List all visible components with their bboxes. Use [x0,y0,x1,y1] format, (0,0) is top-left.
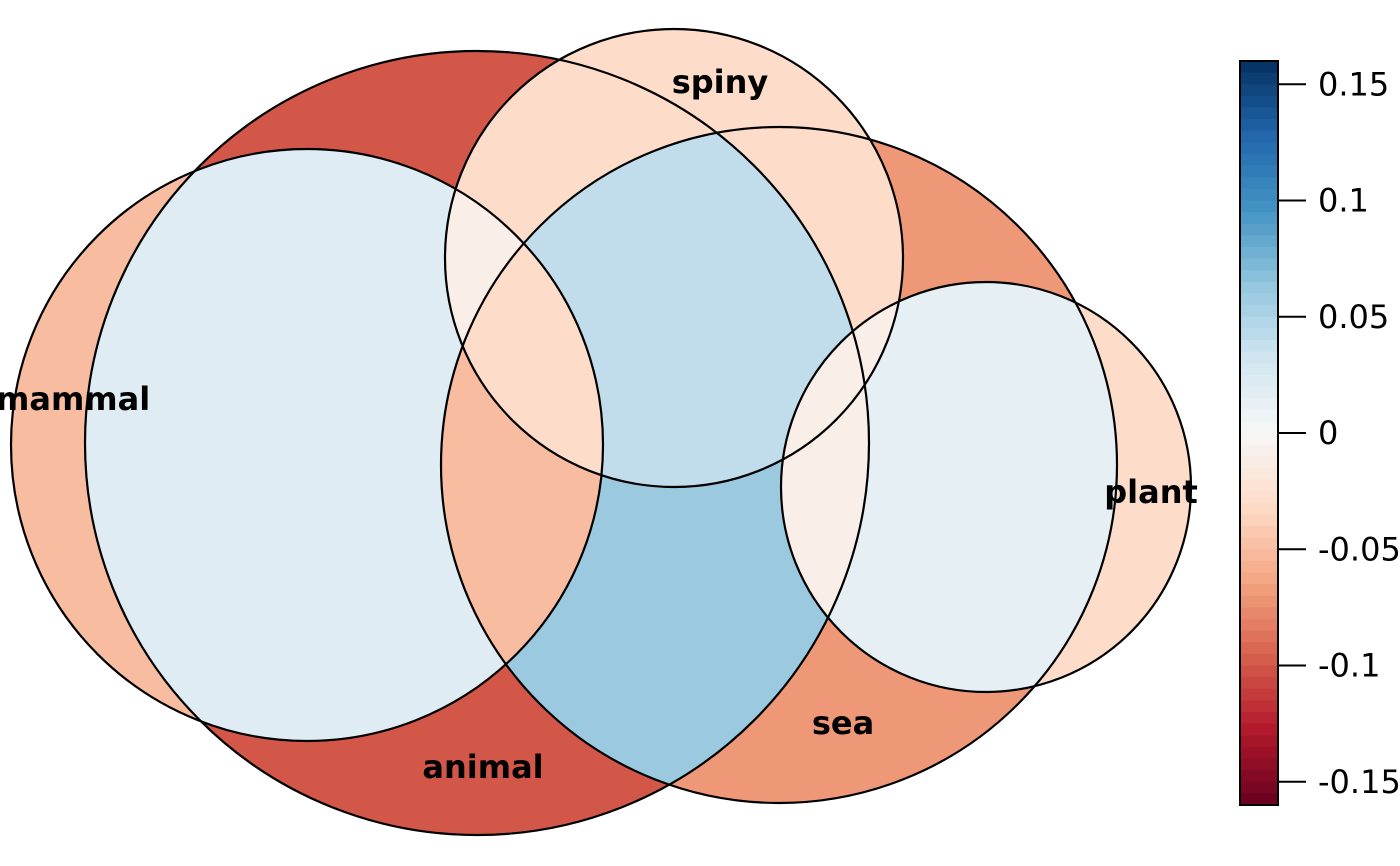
colorbar-bands [1240,61,1278,806]
colorbar-band [1240,735,1278,748]
colorbar-band [1240,688,1278,701]
colorbar-band [1240,363,1278,376]
venn-outlines [9,27,1193,837]
colorbar-band [1240,526,1278,539]
region-animal-spiny-sea-mammal [445,149,603,487]
colorbar-tick-label: -0.05 [1318,530,1400,568]
colorbar-tick-label: 0.15 [1318,65,1389,103]
label-mammal: mammal [0,380,150,418]
outline-animal [83,49,871,837]
colorbar-band [1240,212,1278,225]
colorbar-band [1240,793,1278,806]
colorbar-tick-label: -0.1 [1318,647,1380,685]
colorbar-band [1240,223,1278,236]
colorbar-band [1240,700,1278,713]
colorbar-band [1240,781,1278,794]
label-animal: animal [422,748,543,786]
colorbar-band [1240,293,1278,306]
colorbar-band [1240,258,1278,271]
colorbar-band [1240,328,1278,341]
colorbar-band [1240,235,1278,248]
colorbar-band [1240,142,1278,155]
colorbar-band [1240,154,1278,167]
colorbar-band [1240,409,1278,422]
colorbar-band [1240,305,1278,318]
outline-mammal [9,147,605,743]
colorbar-band [1240,374,1278,388]
colorbar-band [1240,398,1278,411]
colorbar-band [1240,770,1278,783]
colorbar-band [1240,119,1278,132]
colorbar-band [1240,188,1278,202]
colorbar-band [1240,758,1278,771]
colorbar-band [1240,653,1278,667]
colorbar-band [1240,72,1278,85]
colorbar-band [1240,712,1278,725]
colorbar-band [1240,351,1278,364]
colorbar-band [1240,537,1278,550]
colorbar-band [1240,502,1278,515]
colorbar-band [1240,95,1278,109]
colorbar: 0.15 0.1 0.05 0 -0.05 -0.1 -0.15 [1239,60,1400,806]
region-sea-plant [781,282,1117,692]
colorbar-band [1240,247,1278,260]
colorbar-band [1240,316,1278,329]
label-plant: plant [1104,473,1198,511]
outline-spiny [443,27,905,489]
colorbar-band [1240,270,1278,283]
colorbar-band [1240,467,1278,481]
colorbar-band [1240,619,1278,632]
colorbar-band [1240,165,1278,178]
colorbar-band [1240,642,1278,655]
colorbar-band [1240,421,1278,434]
colorbar-tick-label: 0 [1318,414,1338,452]
colorbar-band [1240,84,1278,97]
colorbar-band [1240,746,1278,760]
colorbar-ticks: 0.15 0.1 0.05 0 -0.05 -0.1 -0.15 [1278,65,1400,801]
colorbar-band [1240,61,1278,74]
colorbar-band [1240,723,1278,736]
colorbar-band [1240,607,1278,620]
colorbar-band [1240,549,1278,562]
colorbar-band [1240,677,1278,690]
colorbar-band [1240,281,1278,295]
outline-sea [439,125,1119,805]
colorbar-band [1240,560,1278,574]
colorbar-band [1240,514,1278,527]
colorbar-band [1240,456,1278,469]
label-sea: sea [812,704,874,742]
colorbar-band [1240,584,1278,597]
colorbar-band [1240,572,1278,585]
outline-plant [779,280,1193,694]
colorbar-band [1240,630,1278,643]
label-spiny: spiny [672,63,769,101]
colorbar-band [1240,444,1278,457]
colorbar-band [1240,340,1278,353]
colorbar-tick-label: 0.05 [1318,298,1389,336]
colorbar-band [1240,107,1278,120]
colorbar-band [1240,177,1278,190]
colorbar-band [1240,595,1278,608]
set-labels: mammal animal spiny sea plant [0,63,1198,786]
colorbar-band [1240,386,1278,399]
colorbar-band [1240,200,1278,213]
colorbar-band [1240,130,1278,143]
colorbar-band [1240,491,1278,504]
colorbar-band [1240,433,1278,446]
colorbar-band [1240,479,1278,492]
colorbar-tick-label: 0.1 [1318,182,1369,220]
colorbar-tick-label: -0.15 [1318,763,1400,801]
colorbar-band [1240,665,1278,678]
